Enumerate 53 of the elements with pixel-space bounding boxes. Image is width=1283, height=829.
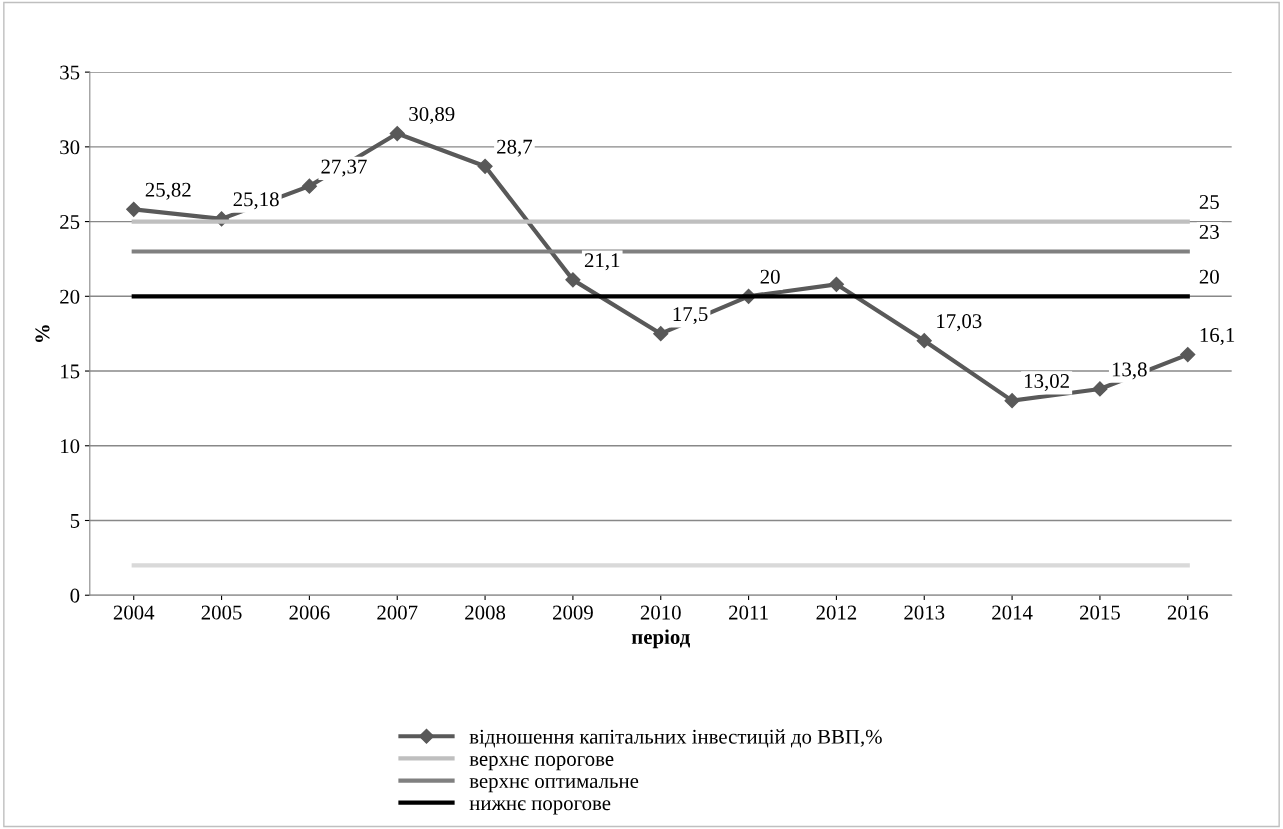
data-label: 13,8 (1112, 362, 1147, 380)
x-tick-label: 2014 (992, 605, 1033, 620)
data-label: 17,03 (937, 314, 982, 332)
data-label: 25,18 (233, 192, 279, 210)
x-tick-label: 2005 (201, 605, 242, 620)
y-tick-label: 25 (60, 215, 80, 230)
point (653, 326, 669, 342)
x-tick-label: 2012 (816, 605, 857, 620)
x-tick-label: 2010 (640, 605, 681, 620)
y-tick-label: 30 (60, 140, 80, 155)
x-tick-label: 2009 (552, 605, 593, 620)
data-label: 27,37 (321, 159, 367, 177)
x-tick-label: 2013 (904, 605, 945, 620)
x-tick-label: 2007 (377, 605, 418, 620)
legend-label: верхнє порогове (469, 755, 614, 771)
y-tick-label: 35 (60, 65, 80, 80)
data-label: 25 (1199, 195, 1219, 210)
x-tick-label: 2008 (465, 605, 506, 620)
point (1092, 381, 1108, 397)
y-tick-label: 5 (70, 514, 80, 528)
legend-label: верхнє оптимальне (469, 778, 639, 793)
point (1004, 393, 1020, 409)
legend-label: нижнє порогове (469, 800, 611, 815)
point (389, 125, 405, 142)
x-tick-label: 2004 (113, 605, 155, 620)
data-label: 16,1 (1200, 328, 1235, 346)
y-tick-label: 10 (61, 439, 80, 454)
x-axis-title: період (631, 629, 690, 649)
point (828, 276, 844, 292)
point (916, 333, 932, 349)
y-tick-label: 15 (61, 364, 80, 379)
data-label: 28,7 (497, 139, 533, 157)
point (301, 178, 317, 194)
legend-label: відношення капітальних інвестицій до ВВП,% (469, 729, 882, 748)
y-tick-label: 0 (70, 588, 80, 603)
y-tick-label: 20 (60, 289, 80, 304)
data-label: 20 (1199, 269, 1219, 284)
x-tick-label: 2011 (729, 605, 768, 620)
data-label: 17,5 (673, 307, 708, 325)
point (126, 201, 142, 217)
x-tick-label: 2016 (1167, 605, 1208, 620)
data-label: 20 (760, 269, 780, 284)
y-axis-title: % (35, 325, 50, 342)
point (565, 272, 581, 288)
point (1180, 347, 1196, 363)
data-label: 25,82 (145, 182, 191, 200)
data-label: 13,02 (1025, 374, 1069, 392)
data-label: 30,89 (409, 106, 455, 124)
point (477, 158, 493, 174)
x-tick-label: 2006 (289, 605, 330, 620)
data-label: 23 (1199, 224, 1219, 239)
x-tick-label: 2015 (1080, 605, 1120, 620)
data-label: 21,1 (584, 253, 620, 271)
